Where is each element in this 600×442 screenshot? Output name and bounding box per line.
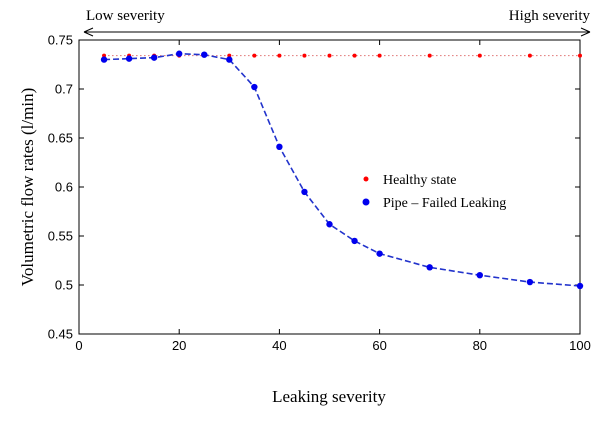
healthy-point [277, 53, 282, 58]
x-tick-label: 40 [272, 338, 286, 353]
low-severity-label: Low severity [86, 8, 165, 24]
healthy-point [377, 53, 382, 58]
arrow-right-head [580, 27, 591, 37]
healthy-point [427, 53, 432, 58]
legend-failed-marker [362, 198, 370, 206]
failed-point [351, 237, 358, 245]
failed-point [125, 55, 133, 62]
x-tick-label: 20 [172, 338, 186, 353]
legend-healthy-marker [363, 176, 369, 182]
healthy-point [252, 53, 257, 58]
healthy-point [352, 53, 357, 58]
healthy-point [578, 53, 582, 58]
arrow-left-head [83, 27, 94, 37]
legend-healthy-label: Healthy state [383, 173, 456, 188]
x-tick-label: 80 [473, 338, 487, 353]
y-tick-label: 0.55 [48, 229, 73, 244]
y-tick-label: 0.45 [48, 327, 73, 342]
severity-arrow: Low severity High severity [83, 8, 591, 37]
series-layer [100, 50, 584, 290]
y-axis-ticks: 0.45 0.5 0.55 0.6 0.65 0.7 0.75 [48, 33, 580, 342]
y-axis-title: Volumetric flow rates (l/min) [18, 88, 37, 286]
legend: Healthy state Pipe – Failed Leaking [362, 173, 506, 211]
x-axis-ticks: 0 20 40 60 80 100 [75, 40, 591, 353]
y-tick-label: 0.7 [55, 82, 73, 97]
failed-point [376, 250, 383, 257]
failed-point [301, 188, 308, 196]
x-axis-title: Leaking severity [272, 387, 386, 406]
x-tick-label: 0 [75, 338, 82, 353]
y-tick-label: 0.5 [55, 278, 73, 293]
x-tick-label: 100 [569, 338, 591, 353]
failed-point [176, 50, 183, 57]
healthy-point [327, 53, 332, 58]
failed-point [476, 272, 483, 279]
healthy-point [302, 53, 307, 58]
healthy-point [477, 53, 482, 58]
y-tick-label: 0.65 [48, 131, 73, 146]
failed-leaking-line [104, 52, 581, 287]
y-tick-label: 0.75 [48, 33, 73, 48]
failed-point [226, 56, 233, 63]
healthy-point [527, 53, 532, 58]
failed-point [251, 83, 258, 91]
plot-area [78, 39, 581, 335]
failed-point [100, 56, 108, 63]
failed-point [526, 278, 534, 286]
failed-point [201, 51, 208, 58]
failed-point [276, 143, 283, 151]
failed-point [426, 264, 433, 271]
failed-point [150, 54, 158, 61]
high-severity-label: High severity [509, 8, 591, 24]
failed-point [326, 221, 333, 228]
legend-failed-label: Pipe – Failed Leaking [383, 196, 506, 211]
failed-point [576, 282, 584, 290]
y-tick-label: 0.6 [55, 180, 73, 195]
x-tick-label: 60 [372, 338, 386, 353]
